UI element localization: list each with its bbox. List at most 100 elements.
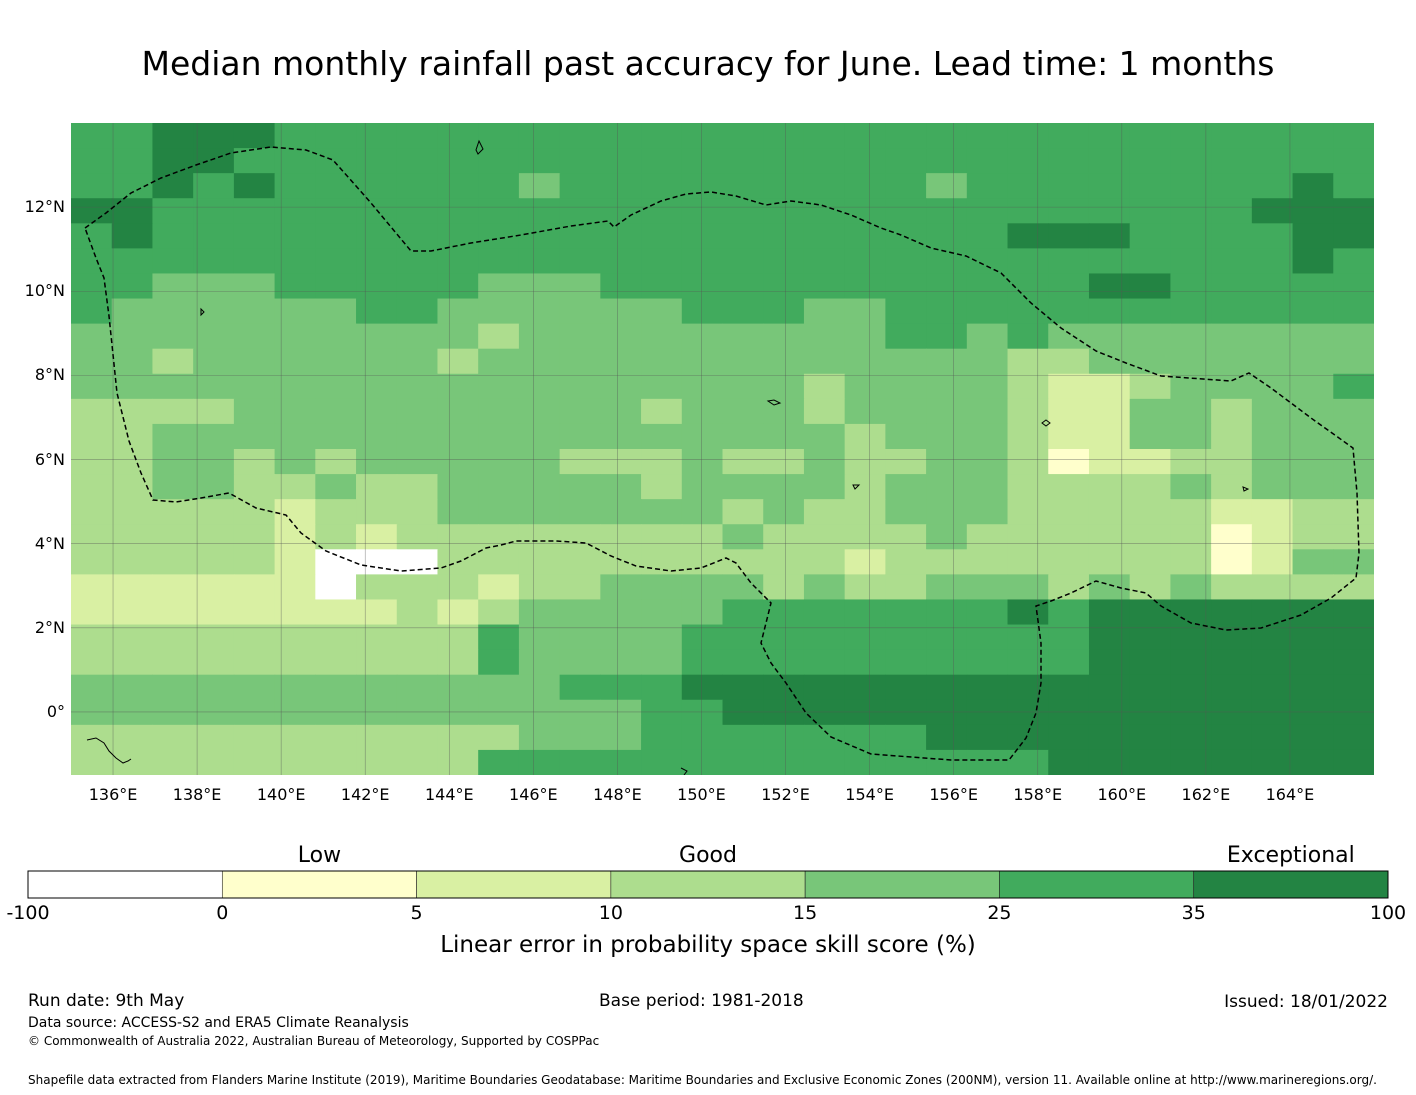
skill-cell [1170,474,1212,500]
skill-cell [152,223,194,249]
skill-cell [559,373,601,400]
skill-cell [437,624,479,651]
skill-cell [193,173,235,199]
skill-cell [111,699,154,726]
category-label: Exceptional [1226,843,1355,868]
colorbar-segment [999,870,1195,899]
skill-cell [966,549,1009,575]
skill-cell [1292,599,1334,626]
skill-cell [193,248,235,275]
skill-cell [600,499,642,525]
skill-cell [803,499,846,525]
skill-cell [1170,649,1212,676]
skill-cell [926,474,968,500]
skill-cell [641,398,683,425]
skill-cell [926,449,968,475]
skill-cell [722,624,764,651]
skill-cell [763,298,805,325]
skill-cell [1251,148,1294,174]
skill-cell [681,699,724,726]
skill-cell [437,148,479,174]
skill-cell [641,148,683,174]
category-label: Good [679,843,737,868]
skill-cell [763,474,805,500]
skill-cell [1211,449,1253,475]
skill-cell [356,423,398,450]
skill-cell [518,348,561,375]
skill-cell [1211,323,1253,350]
skill-cell [233,223,276,249]
skill-cell [926,524,968,550]
skill-cell [1048,123,1090,149]
skill-cell [926,198,968,224]
skill-cell [559,474,601,500]
skill-cell [152,499,194,525]
skill-cell [1048,348,1090,375]
skill-cell [926,273,968,300]
skill-cell [518,524,561,550]
skill-cell [1007,474,1049,500]
skill-cell [844,123,886,149]
skill-cell [437,449,479,475]
skill-cell [1048,749,1090,775]
skill-cell [803,449,846,475]
skill-cell [518,699,561,726]
skill-cell [1251,449,1294,475]
skill-cell [722,323,764,350]
skill-cell [1170,223,1212,249]
skill-cell [803,173,846,199]
skill-cell [396,173,439,199]
skill-cell [193,724,235,751]
skill-cell [193,298,235,325]
skill-cell [111,123,154,149]
skill-cell [559,423,601,450]
skill-cell [1088,273,1131,300]
skill-cell [1292,223,1334,249]
skill-cell [681,173,724,199]
skill-cell [844,749,886,775]
skill-cell [803,749,846,775]
skill-cell [559,298,601,325]
skill-cell [1211,123,1253,149]
skill-cell [885,198,927,224]
skill-cell [315,223,357,249]
skill-cell [763,699,805,726]
skill-cell [559,223,601,249]
skill-cell [71,574,113,601]
skill-cell [478,123,520,149]
skill-cell [722,423,764,450]
skill-cell [478,198,520,224]
skill-cell [111,449,154,475]
colorbar-segment [416,870,612,899]
skill-cell [478,148,520,174]
skill-cell [152,649,194,676]
skill-cell [193,348,235,375]
skill-cell [559,699,601,726]
skill-cell [1251,649,1294,676]
skill-cell [152,624,194,651]
skill-cell [763,649,805,676]
skill-cell [926,499,968,525]
skill-cell [1129,423,1172,450]
skill-cell [641,173,683,199]
skill-cell [152,549,194,575]
skill-cell [71,123,113,149]
skill-cell [885,148,927,174]
skill-cell [966,223,1009,249]
skill-cell [1007,198,1049,224]
skill-cell [641,524,683,550]
skill-cell [559,248,601,275]
skill-cell [111,574,154,601]
skill-cell [1170,273,1212,300]
skill-cell [966,624,1009,651]
skill-cell [1333,699,1374,726]
skill-cell [233,749,276,775]
skill-cell [478,499,520,525]
skill-cell [803,674,846,701]
data-source: Data source: ACCESS-S2 and ERA5 Climate … [28,1015,409,1031]
skill-cell [71,173,113,199]
skill-cell [926,348,968,375]
skill-cell [1048,148,1090,174]
skill-cell [1292,373,1334,400]
skill-cell [233,423,276,450]
